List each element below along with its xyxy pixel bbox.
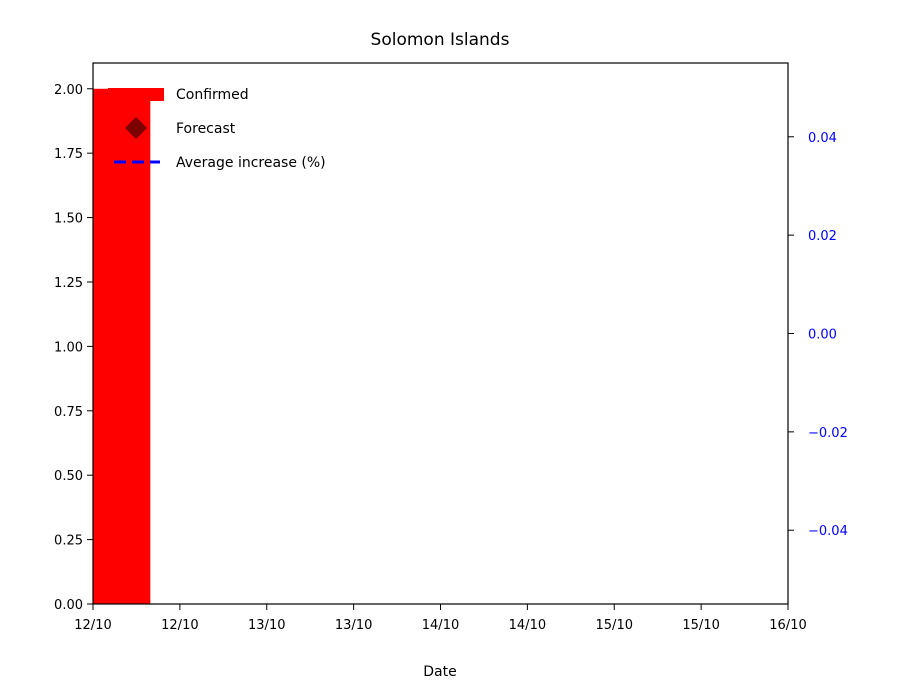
y-tick-label: 1.25 — [54, 276, 83, 291]
y2-tick-label: 0.04 — [808, 131, 837, 146]
y2-tick-label: 0.02 — [808, 229, 837, 244]
y-axis-right: −0.04 −0.02 0.00 0.02 0.04 — [788, 131, 848, 539]
bar-0 — [93, 88, 151, 604]
legend: Confirmed Forecast Average increase (%) — [108, 87, 326, 171]
legend-swatch-confirmed — [108, 88, 164, 101]
chart-title: Solomon Islands — [371, 30, 510, 50]
plot-frame — [92, 62, 789, 605]
y-tick-label: 0.25 — [54, 534, 83, 549]
y-tick-label: 2.00 — [54, 83, 83, 98]
x-tick-label: 12/10 — [161, 618, 198, 633]
bars-layer — [93, 88, 151, 604]
y-axis-left: 0.00 0.25 0.50 0.75 1.00 1.25 1.50 1.75 2.00 — [54, 83, 93, 613]
legend-label: Average increase (%) — [176, 155, 326, 171]
legend-label: Forecast — [176, 121, 236, 137]
x-tick-label: 12/10 — [74, 618, 111, 633]
y2-tick-label: −0.02 — [808, 426, 848, 441]
y2-tick-label: −0.04 — [808, 524, 848, 539]
x-tick-label: 13/10 — [248, 618, 285, 633]
y-tick-label: 1.00 — [54, 340, 83, 355]
y-tick-label: 1.75 — [54, 147, 83, 162]
y-tick-label: 0.00 — [54, 598, 83, 613]
x-tick-label: 16/10 — [769, 618, 806, 633]
y-tick-label: 1.50 — [54, 212, 83, 227]
x-axis: 12/10 12/10 13/10 13/10 14/10 14/10 15/10 15/10… — [74, 604, 807, 633]
y2-tick-label: 0.00 — [808, 328, 837, 343]
x-tick-label: 14/10 — [422, 618, 459, 633]
x-tick-label: 15/10 — [596, 618, 633, 633]
legend-marker-forecast — [125, 117, 147, 139]
x-tick-label: 15/10 — [682, 618, 719, 633]
legend-label: Confirmed — [176, 87, 249, 103]
x-tick-label: 14/10 — [509, 618, 546, 633]
y-tick-label: 0.50 — [54, 469, 83, 484]
x-tick-label: 13/10 — [335, 618, 372, 633]
x-axis-label: Date — [423, 664, 456, 680]
y-tick-label: 0.75 — [54, 405, 83, 420]
